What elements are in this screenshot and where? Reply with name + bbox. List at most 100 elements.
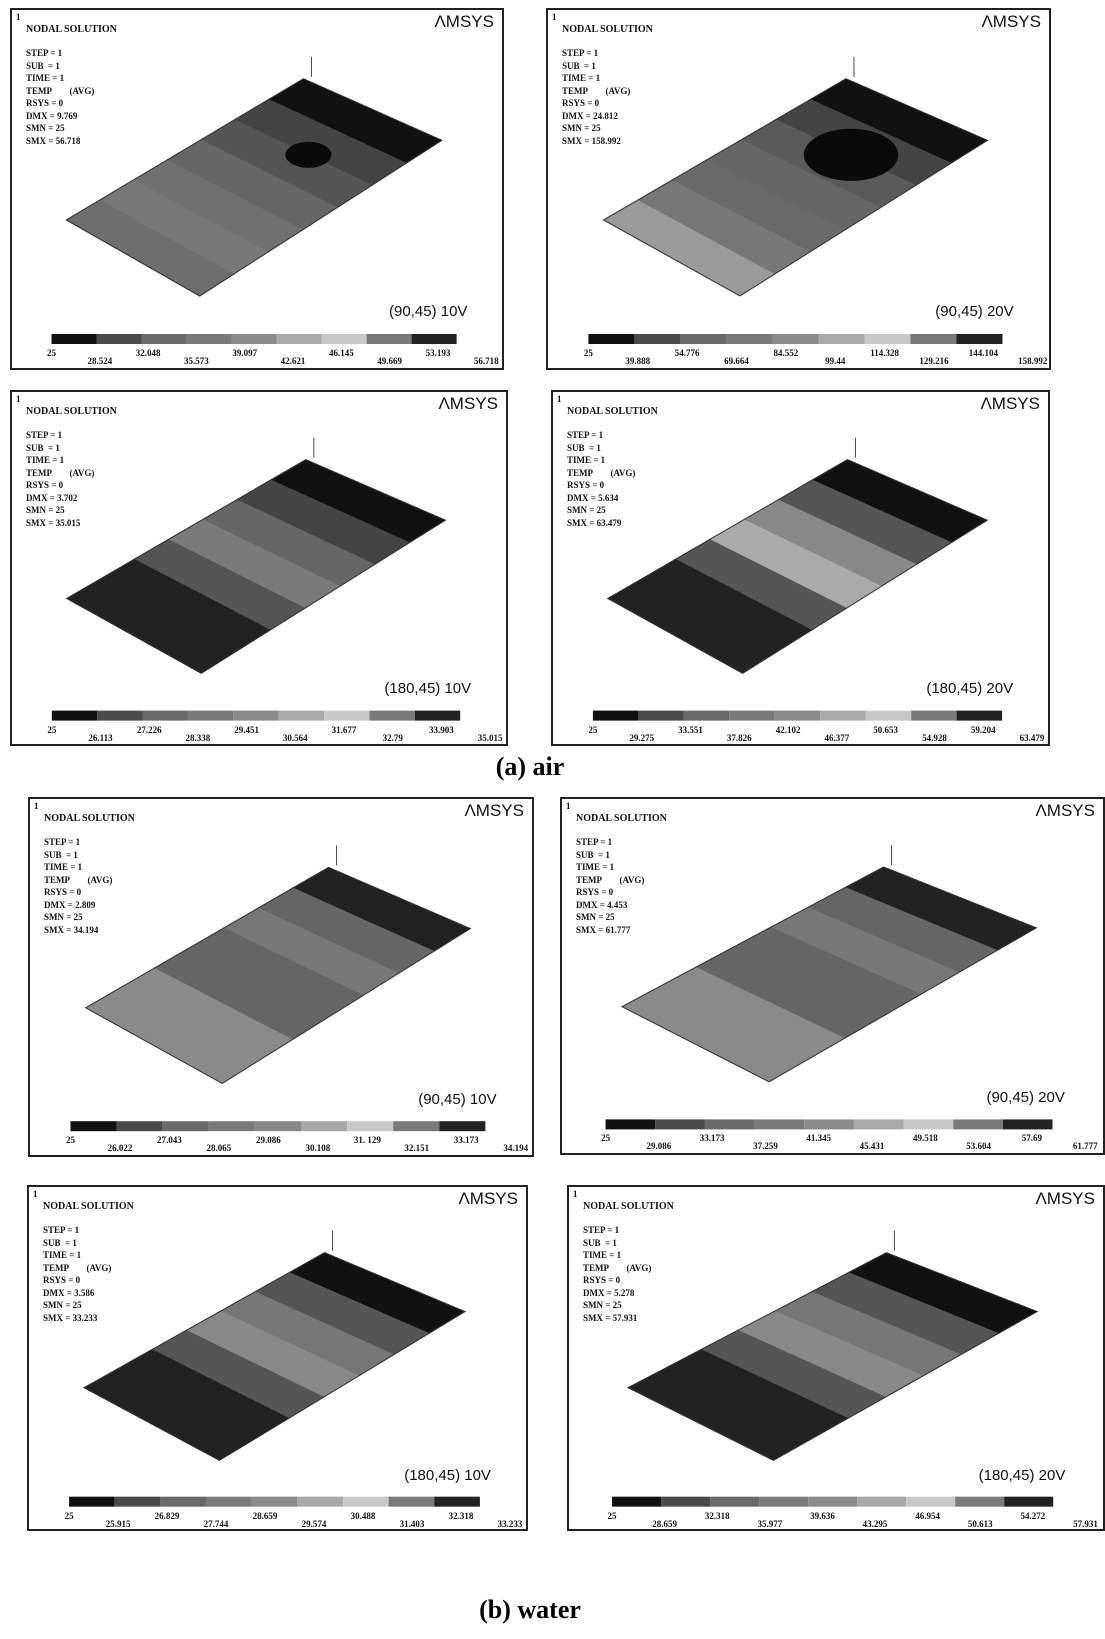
legend-swatch: [705, 1119, 755, 1129]
stat-line: DMX = 9.769: [26, 111, 77, 122]
stat-line: RSYS = 0: [26, 480, 63, 491]
stat-line: SUB = 1: [567, 443, 601, 454]
stat-line: SMX = 33.233: [43, 1313, 97, 1324]
stat-line: TIME = 1: [43, 1250, 81, 1261]
legend-swatch: [1003, 1119, 1053, 1129]
ansys-logo: ΛMSYS: [458, 1189, 518, 1209]
legend-value: 26.829: [155, 1511, 180, 1521]
legend-value: 61.777: [1073, 1141, 1098, 1151]
legend-value: 34.194: [503, 1143, 528, 1153]
legend-swatch: [906, 1497, 955, 1507]
panel-title: NODAL SOLUTION: [26, 406, 117, 417]
group-caption: (b) water: [479, 1595, 581, 1625]
stat-line: SUB = 1: [26, 61, 60, 72]
legend-value: 46.145: [329, 348, 354, 358]
legend-value: 25: [588, 725, 597, 735]
case-label: (90,45) 20V: [986, 1089, 1064, 1106]
stat-line: SUB = 1: [576, 850, 610, 861]
legend-value: 28.524: [87, 356, 112, 366]
stat-line: SMX = 63.479: [567, 518, 621, 529]
legend-value: 54.928: [922, 733, 947, 743]
panel-number: 1: [16, 12, 21, 22]
legend-swatch: [638, 711, 683, 721]
legend-value: 25: [47, 348, 56, 358]
legend-value: 25.915: [106, 1519, 131, 1529]
legend-swatch: [69, 1497, 115, 1507]
legend-value: 69.664: [724, 356, 749, 366]
stat-line: DMX = 2.809: [44, 900, 95, 911]
legend-value: 99.44: [825, 356, 845, 366]
stat-line: SUB = 1: [583, 1238, 617, 1249]
stat-line: TIME = 1: [567, 455, 605, 466]
legend-swatch: [97, 334, 142, 344]
legend-value: 57.69: [1022, 1133, 1042, 1143]
legend-swatch: [369, 711, 414, 721]
stat-line: TEMP (AVG): [26, 86, 94, 97]
legend-value: 37.259: [753, 1141, 778, 1151]
legend-swatch: [297, 1497, 343, 1507]
hot-spot: [285, 142, 331, 168]
legend-value: 25: [47, 725, 56, 735]
legend-value: 33.173: [454, 1135, 479, 1145]
legend-value: 28.338: [186, 733, 211, 743]
legend-value: 25: [584, 348, 593, 358]
stat-line: STEP = 1: [562, 48, 598, 59]
figure: 1NODAL SOLUTIONΛMSYSSTEP = 1SUB = 1TIME …: [0, 0, 1105, 1639]
stat-line: SMX = 56.718: [26, 136, 80, 147]
legend-swatch: [606, 1119, 656, 1129]
ansys-logo: ΛMSYS: [464, 801, 524, 821]
legend-swatch: [206, 1497, 252, 1507]
stat-line: SUB = 1: [562, 61, 596, 72]
stat-line: TIME = 1: [583, 1250, 621, 1261]
stat-line: STEP = 1: [26, 48, 62, 59]
legend-value: 28.065: [207, 1143, 232, 1153]
legend-value: 33.233: [498, 1519, 523, 1529]
legend-value: 50.613: [968, 1519, 993, 1529]
legend-swatch: [322, 334, 367, 344]
case-label: (180,45) 20V: [979, 1467, 1066, 1484]
legend-swatch: [661, 1497, 710, 1507]
stat-line: TEMP (AVG): [43, 1263, 111, 1274]
legend-value: 29.086: [647, 1141, 672, 1151]
panel-number: 1: [33, 1189, 38, 1199]
legend-swatch: [415, 711, 460, 721]
group-caption: (a) air: [496, 752, 565, 782]
legend-swatch: [680, 334, 726, 344]
stat-line: SMN = 25: [567, 505, 606, 516]
legend-value: 31. 129: [354, 1135, 381, 1145]
stat-line: TEMP (AVG): [583, 1263, 651, 1274]
panel-title: NODAL SOLUTION: [43, 1201, 134, 1212]
legend-value: 25: [601, 1133, 610, 1143]
legend-swatch: [775, 711, 820, 721]
legend-swatch: [115, 1497, 161, 1507]
stat-line: RSYS = 0: [567, 480, 604, 491]
legend-swatch: [324, 711, 369, 721]
legend-swatch: [434, 1497, 480, 1507]
legend-value: 29.086: [256, 1135, 281, 1145]
legend-swatch: [955, 1497, 1004, 1507]
legend-swatch: [255, 1121, 301, 1131]
hot-spot: [804, 129, 898, 181]
case-label: (90,45) 10V: [418, 1091, 496, 1108]
legend-swatch: [160, 1497, 206, 1507]
stat-line: SUB = 1: [26, 443, 60, 454]
stat-line: TEMP (AVG): [562, 86, 630, 97]
legend-swatch: [593, 711, 638, 721]
stat-line: TIME = 1: [562, 73, 600, 84]
legend-value: 27.043: [157, 1135, 182, 1145]
legend-value: 46.377: [825, 733, 850, 743]
legend-value: 31.677: [332, 725, 357, 735]
legend-value: 33.173: [700, 1133, 725, 1143]
legend-value: 28.659: [652, 1519, 677, 1529]
legend-value: 39.097: [232, 348, 257, 358]
stat-line: STEP = 1: [567, 430, 603, 441]
stat-line: TEMP (AVG): [576, 875, 644, 886]
stat-line: TIME = 1: [44, 862, 82, 873]
legend-swatch: [866, 711, 911, 721]
legend-value: 29.451: [234, 725, 259, 735]
stat-line: SUB = 1: [43, 1238, 77, 1249]
legend-value: 49.518: [913, 1133, 938, 1143]
legend-swatch: [857, 1497, 906, 1507]
legend-value: 35.977: [757, 1519, 782, 1529]
